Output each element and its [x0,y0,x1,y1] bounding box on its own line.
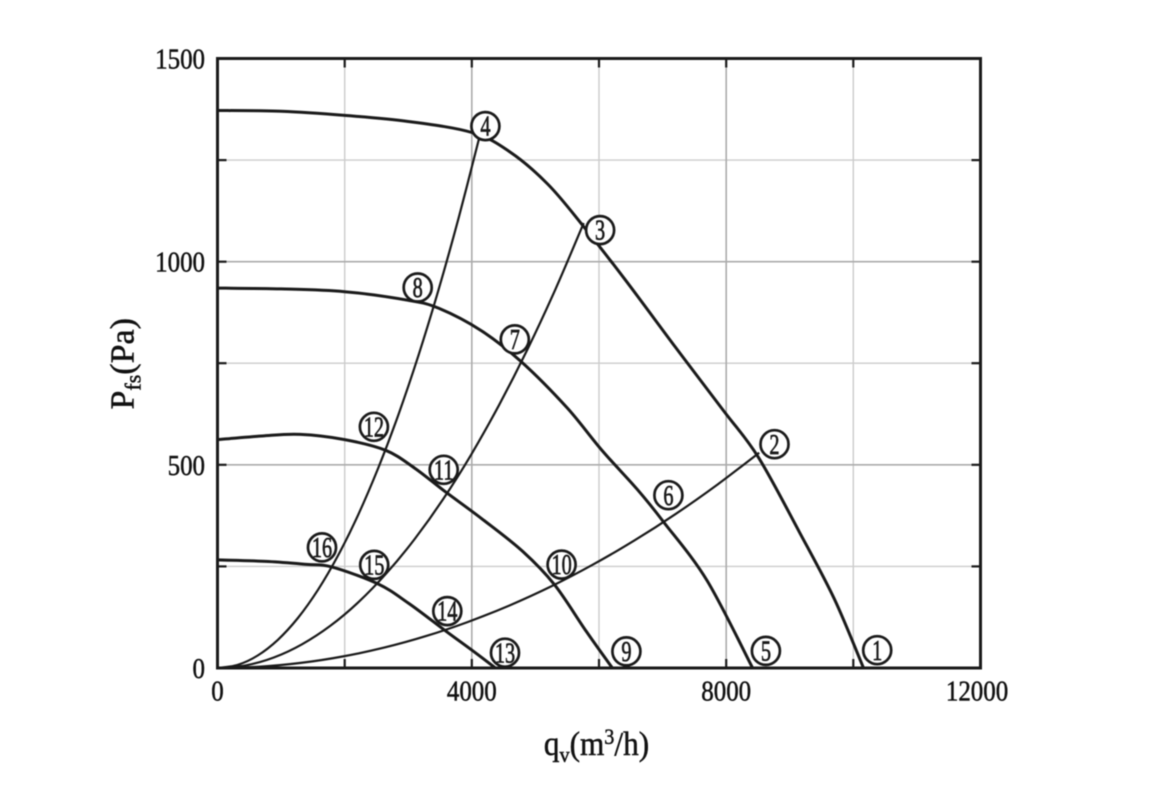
svg-text:12: 12 [364,412,384,443]
svg-text:2: 2 [769,429,779,460]
svg-text:9: 9 [621,637,631,668]
svg-text:14: 14 [437,596,458,627]
svg-text:Pfs(Pa): Pfs(Pa) [105,318,146,409]
svg-text:12000: 12000 [946,675,1008,707]
svg-text:1000: 1000 [155,246,205,278]
svg-text:8000: 8000 [701,675,751,707]
svg-text:4: 4 [480,111,491,142]
svg-text:10: 10 [551,550,571,581]
svg-text:3: 3 [595,215,605,246]
svg-text:5: 5 [761,636,771,667]
svg-text:0: 0 [193,652,205,684]
svg-text:500: 500 [168,449,205,481]
svg-text:13: 13 [495,638,515,669]
svg-text:11: 11 [434,455,454,486]
svg-text:4000: 4000 [447,675,497,707]
svg-text:qv(m3/h): qv(m3/h) [544,724,649,767]
svg-text:6: 6 [663,480,673,511]
svg-text:0: 0 [211,675,223,707]
svg-text:1: 1 [872,635,882,666]
svg-text:15: 15 [364,550,384,581]
svg-text:16: 16 [312,533,332,564]
svg-text:7: 7 [510,325,520,356]
svg-text:8: 8 [413,273,423,304]
svg-text:1500: 1500 [155,43,205,75]
